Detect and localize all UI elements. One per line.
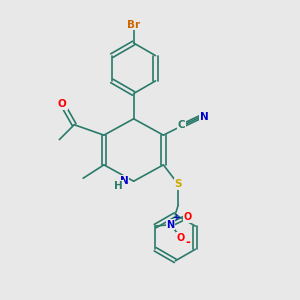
Text: O: O bbox=[58, 99, 67, 109]
Text: N: N bbox=[200, 112, 209, 122]
Text: Br: Br bbox=[127, 20, 140, 30]
Text: N: N bbox=[167, 220, 175, 230]
Text: -: - bbox=[185, 236, 190, 249]
Text: +: + bbox=[173, 213, 181, 222]
Text: H: H bbox=[114, 181, 123, 191]
Text: S: S bbox=[175, 179, 182, 189]
Text: C: C bbox=[178, 120, 186, 130]
Text: N: N bbox=[120, 176, 128, 186]
Text: O: O bbox=[184, 212, 192, 222]
Text: O: O bbox=[177, 233, 185, 243]
